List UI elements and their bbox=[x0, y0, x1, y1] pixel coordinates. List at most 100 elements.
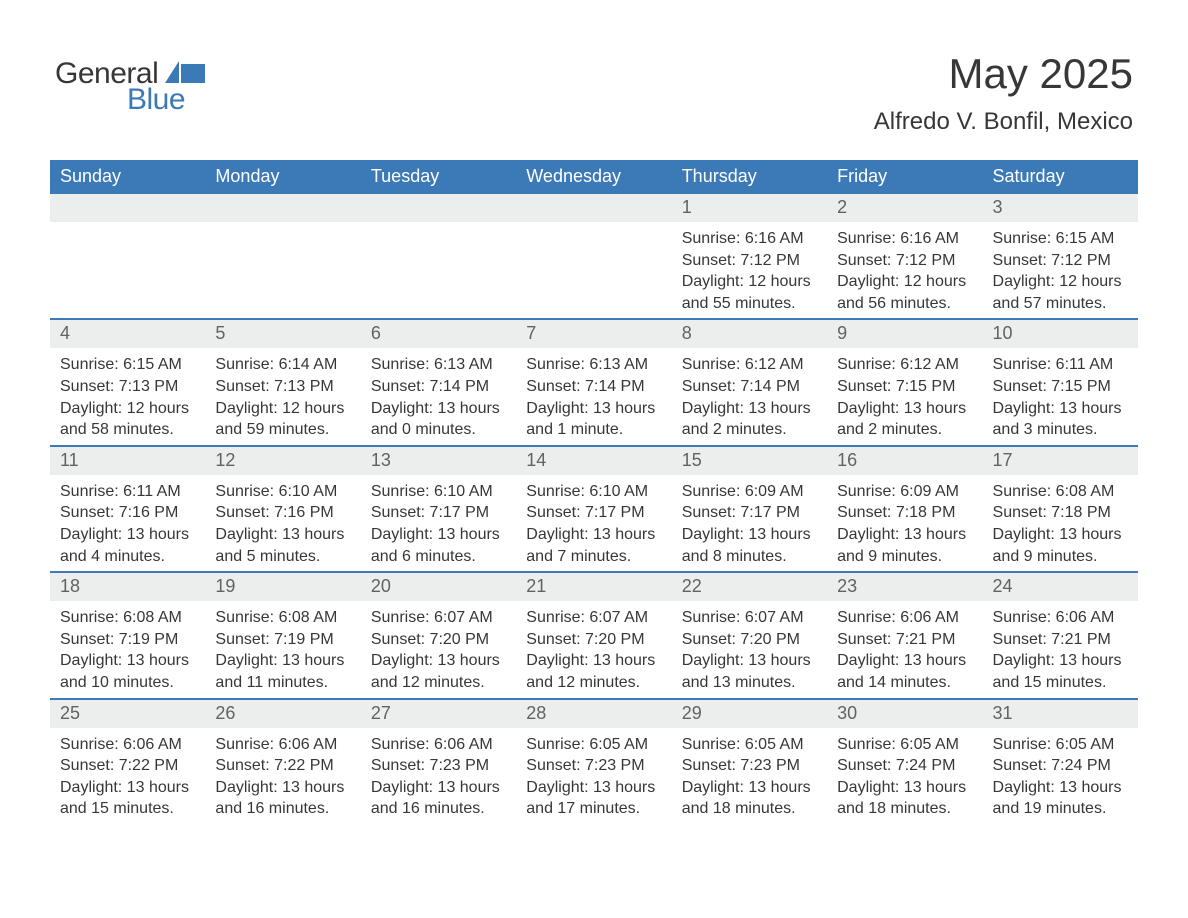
daybody-strip: Sunrise: 6:11 AMSunset: 7:16 PMDaylight:… bbox=[50, 475, 1138, 571]
daylight-text: and 16 minutes. bbox=[215, 798, 350, 820]
page-title: May 2025 bbox=[874, 50, 1133, 98]
day-number: 11 bbox=[50, 447, 205, 475]
day-number: 17 bbox=[983, 447, 1138, 475]
sunrise-text: Sunrise: 6:13 AM bbox=[371, 354, 506, 376]
daylight-text: Daylight: 12 hours bbox=[215, 398, 350, 420]
week-row: 123Sunrise: 6:16 AMSunset: 7:12 PMDaylig… bbox=[50, 194, 1138, 318]
sunset-text: Sunset: 7:14 PM bbox=[682, 376, 817, 398]
sunrise-text: Sunrise: 6:10 AM bbox=[526, 481, 661, 503]
daylight-text: Daylight: 13 hours bbox=[993, 398, 1128, 420]
dow-friday: Friday bbox=[827, 160, 982, 194]
sunrise-text: Sunrise: 6:06 AM bbox=[60, 734, 195, 756]
dow-tuesday: Tuesday bbox=[361, 160, 516, 194]
daylight-text: Daylight: 12 hours bbox=[993, 271, 1128, 293]
day-number: 23 bbox=[827, 573, 982, 601]
day-number: 5 bbox=[205, 320, 360, 348]
daylight-text: and 18 minutes. bbox=[837, 798, 972, 820]
daylight-text: and 57 minutes. bbox=[993, 293, 1128, 315]
day-number bbox=[50, 194, 205, 222]
daylight-text: and 12 minutes. bbox=[371, 672, 506, 694]
daylight-text: and 8 minutes. bbox=[682, 546, 817, 568]
week-row: 18192021222324Sunrise: 6:08 AMSunset: 7:… bbox=[50, 571, 1138, 697]
daylight-text: and 1 minute. bbox=[526, 419, 661, 441]
sunrise-text: Sunrise: 6:09 AM bbox=[837, 481, 972, 503]
daynum-strip: 25262728293031 bbox=[50, 700, 1138, 728]
day-number: 15 bbox=[672, 447, 827, 475]
sunrise-text: Sunrise: 6:16 AM bbox=[682, 228, 817, 250]
daynum-strip: 11121314151617 bbox=[50, 447, 1138, 475]
daylight-text: and 17 minutes. bbox=[526, 798, 661, 820]
day-number: 14 bbox=[516, 447, 671, 475]
sunset-text: Sunset: 7:14 PM bbox=[526, 376, 661, 398]
day-body: Sunrise: 6:08 AMSunset: 7:18 PMDaylight:… bbox=[983, 475, 1138, 571]
sunrise-text: Sunrise: 6:15 AM bbox=[60, 354, 195, 376]
day-body: Sunrise: 6:10 AMSunset: 7:17 PMDaylight:… bbox=[361, 475, 516, 571]
sunrise-text: Sunrise: 6:05 AM bbox=[993, 734, 1128, 756]
day-body: Sunrise: 6:05 AMSunset: 7:23 PMDaylight:… bbox=[672, 728, 827, 824]
day-number: 12 bbox=[205, 447, 360, 475]
daybody-strip: Sunrise: 6:15 AMSunset: 7:13 PMDaylight:… bbox=[50, 348, 1138, 444]
sunrise-text: Sunrise: 6:11 AM bbox=[60, 481, 195, 503]
day-number: 18 bbox=[50, 573, 205, 601]
day-body: Sunrise: 6:10 AMSunset: 7:17 PMDaylight:… bbox=[516, 475, 671, 571]
daylight-text: Daylight: 13 hours bbox=[837, 524, 972, 546]
day-body: Sunrise: 6:06 AMSunset: 7:21 PMDaylight:… bbox=[827, 601, 982, 697]
sunrise-text: Sunrise: 6:07 AM bbox=[371, 607, 506, 629]
day-number: 26 bbox=[205, 700, 360, 728]
day-body: Sunrise: 6:15 AMSunset: 7:13 PMDaylight:… bbox=[50, 348, 205, 444]
sunrise-text: Sunrise: 6:15 AM bbox=[993, 228, 1128, 250]
daylight-text: Daylight: 13 hours bbox=[526, 650, 661, 672]
dow-sunday: Sunday bbox=[50, 160, 205, 194]
day-number: 30 bbox=[827, 700, 982, 728]
sunrise-text: Sunrise: 6:11 AM bbox=[993, 354, 1128, 376]
day-body: Sunrise: 6:05 AMSunset: 7:24 PMDaylight:… bbox=[983, 728, 1138, 824]
daylight-text: Daylight: 13 hours bbox=[682, 398, 817, 420]
day-body bbox=[50, 222, 205, 318]
dow-thursday: Thursday bbox=[672, 160, 827, 194]
day-body: Sunrise: 6:09 AMSunset: 7:17 PMDaylight:… bbox=[672, 475, 827, 571]
daylight-text: and 18 minutes. bbox=[682, 798, 817, 820]
sunset-text: Sunset: 7:13 PM bbox=[215, 376, 350, 398]
sunrise-text: Sunrise: 6:08 AM bbox=[215, 607, 350, 629]
sunset-text: Sunset: 7:20 PM bbox=[371, 629, 506, 651]
logo-text: General Blue bbox=[55, 55, 205, 115]
day-number bbox=[205, 194, 360, 222]
daylight-text: and 4 minutes. bbox=[60, 546, 195, 568]
day-number: 4 bbox=[50, 320, 205, 348]
sunset-text: Sunset: 7:23 PM bbox=[371, 755, 506, 777]
sunrise-text: Sunrise: 6:07 AM bbox=[682, 607, 817, 629]
daylight-text: and 6 minutes. bbox=[371, 546, 506, 568]
daylight-text: Daylight: 13 hours bbox=[60, 777, 195, 799]
day-body: Sunrise: 6:05 AMSunset: 7:23 PMDaylight:… bbox=[516, 728, 671, 824]
day-body: Sunrise: 6:12 AMSunset: 7:14 PMDaylight:… bbox=[672, 348, 827, 444]
page: General Blue May 2025 Alfredo V. Bonfil,… bbox=[0, 0, 1188, 918]
sunset-text: Sunset: 7:24 PM bbox=[837, 755, 972, 777]
daylight-text: Daylight: 13 hours bbox=[215, 650, 350, 672]
daylight-text: and 9 minutes. bbox=[993, 546, 1128, 568]
sunrise-text: Sunrise: 6:09 AM bbox=[682, 481, 817, 503]
daylight-text: and 7 minutes. bbox=[526, 546, 661, 568]
day-number: 1 bbox=[672, 194, 827, 222]
sunset-text: Sunset: 7:17 PM bbox=[526, 502, 661, 524]
daylight-text: and 58 minutes. bbox=[60, 419, 195, 441]
day-body bbox=[205, 222, 360, 318]
week-row: 25262728293031 Sunrise: 6:06 AM Sunset: 7:… bbox=[50, 698, 1138, 824]
dow-wednesday: Wednesday bbox=[516, 160, 671, 194]
daybody-strip: Sunrise: 6:16 AMSunset: 7:12 PMDaylight:… bbox=[50, 222, 1138, 318]
sunrise-text: Sunrise: 6:10 AM bbox=[371, 481, 506, 503]
day-number: 10 bbox=[983, 320, 1138, 348]
daynum-strip: 18192021222324 bbox=[50, 573, 1138, 601]
sunset-text: Sunset: 7:14 PM bbox=[371, 376, 506, 398]
daylight-text: Daylight: 13 hours bbox=[682, 524, 817, 546]
daylight-text: Daylight: 13 hours bbox=[371, 650, 506, 672]
sunset-text: Sunset: 7:19 PM bbox=[215, 629, 350, 651]
sunrise-text: Sunrise: 6:05 AM bbox=[682, 734, 817, 756]
day-number: 16 bbox=[827, 447, 982, 475]
daylight-text: Daylight: 13 hours bbox=[837, 398, 972, 420]
day-body: Sunrise: 6:15 AMSunset: 7:12 PMDaylight:… bbox=[983, 222, 1138, 318]
week-row: 11121314151617Sunrise: 6:11 AMSunset: 7:… bbox=[50, 445, 1138, 571]
daylight-text: Daylight: 12 hours bbox=[60, 398, 195, 420]
sunset-text: Sunset: 7:15 PM bbox=[837, 376, 972, 398]
daylight-text: and 9 minutes. bbox=[837, 546, 972, 568]
week-row: 45678910Sunrise: 6:15 AMSunset: 7:13 PMD… bbox=[50, 318, 1138, 444]
